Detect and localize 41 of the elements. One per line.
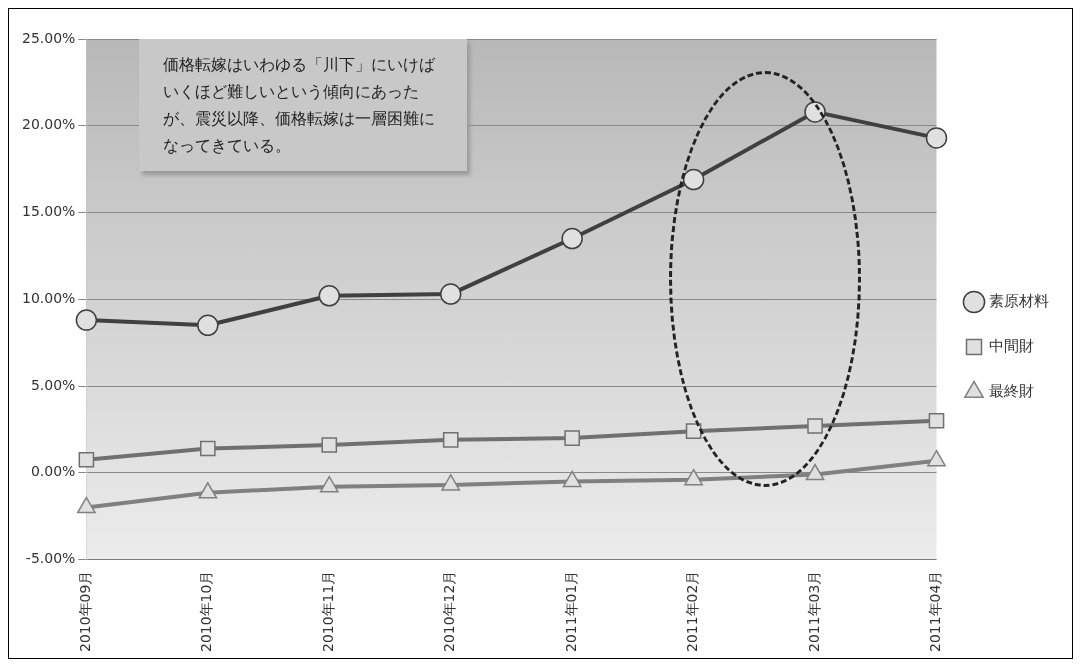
point: [198, 482, 218, 499]
y-tick-label: 15.00%: [21, 203, 76, 220]
x-tick-label: 2010年12月: [441, 570, 458, 653]
legend-label: 中間財: [989, 336, 1034, 355]
x-tick-label: 2011年04月: [927, 570, 944, 653]
x-tick-label: 2010年09月: [77, 570, 94, 653]
legend-label: 最終財: [989, 381, 1034, 400]
point: [561, 227, 583, 250]
x-tick-label: 2011年01月: [562, 570, 579, 653]
x-tick-label: 2010年10月: [198, 570, 215, 653]
point: [805, 463, 825, 481]
x-tick-label: 2011年03月: [805, 570, 822, 653]
point: [564, 430, 580, 446]
point: [439, 283, 462, 305]
point: [441, 474, 461, 491]
point: [321, 437, 338, 453]
point: [318, 285, 341, 307]
point: [927, 449, 946, 467]
point: [319, 475, 339, 493]
note-box: 価格転嫁はいわゆる「川下」にいけばいくほど難しいという傾向にあったが、震災以降、価格転嫁は一層困難になってきている。: [139, 39, 467, 171]
y-tick-label: 10.00%: [21, 289, 76, 306]
point: [928, 412, 945, 429]
y-tick-label: -5.00%: [25, 550, 76, 567]
point: [682, 168, 705, 191]
x-tick-label: 2011年02月: [684, 570, 701, 653]
x-tick-label: 2010年11月: [319, 570, 336, 653]
point: [807, 418, 823, 434]
legend-label: 素原材料: [989, 291, 1049, 310]
point: [442, 432, 459, 448]
point: [76, 496, 96, 514]
point: [197, 314, 219, 337]
point: [925, 127, 948, 149]
y-tick-label: 25.00%: [21, 29, 76, 46]
point: [75, 309, 98, 331]
y-tick-label: 20.00%: [21, 116, 76, 133]
point: [684, 468, 704, 486]
point: [562, 470, 582, 488]
point: [200, 440, 216, 457]
point: [78, 451, 95, 468]
y-tick-label: 5.00%: [30, 376, 76, 393]
y-tick-label: 0.00%: [30, 463, 76, 480]
